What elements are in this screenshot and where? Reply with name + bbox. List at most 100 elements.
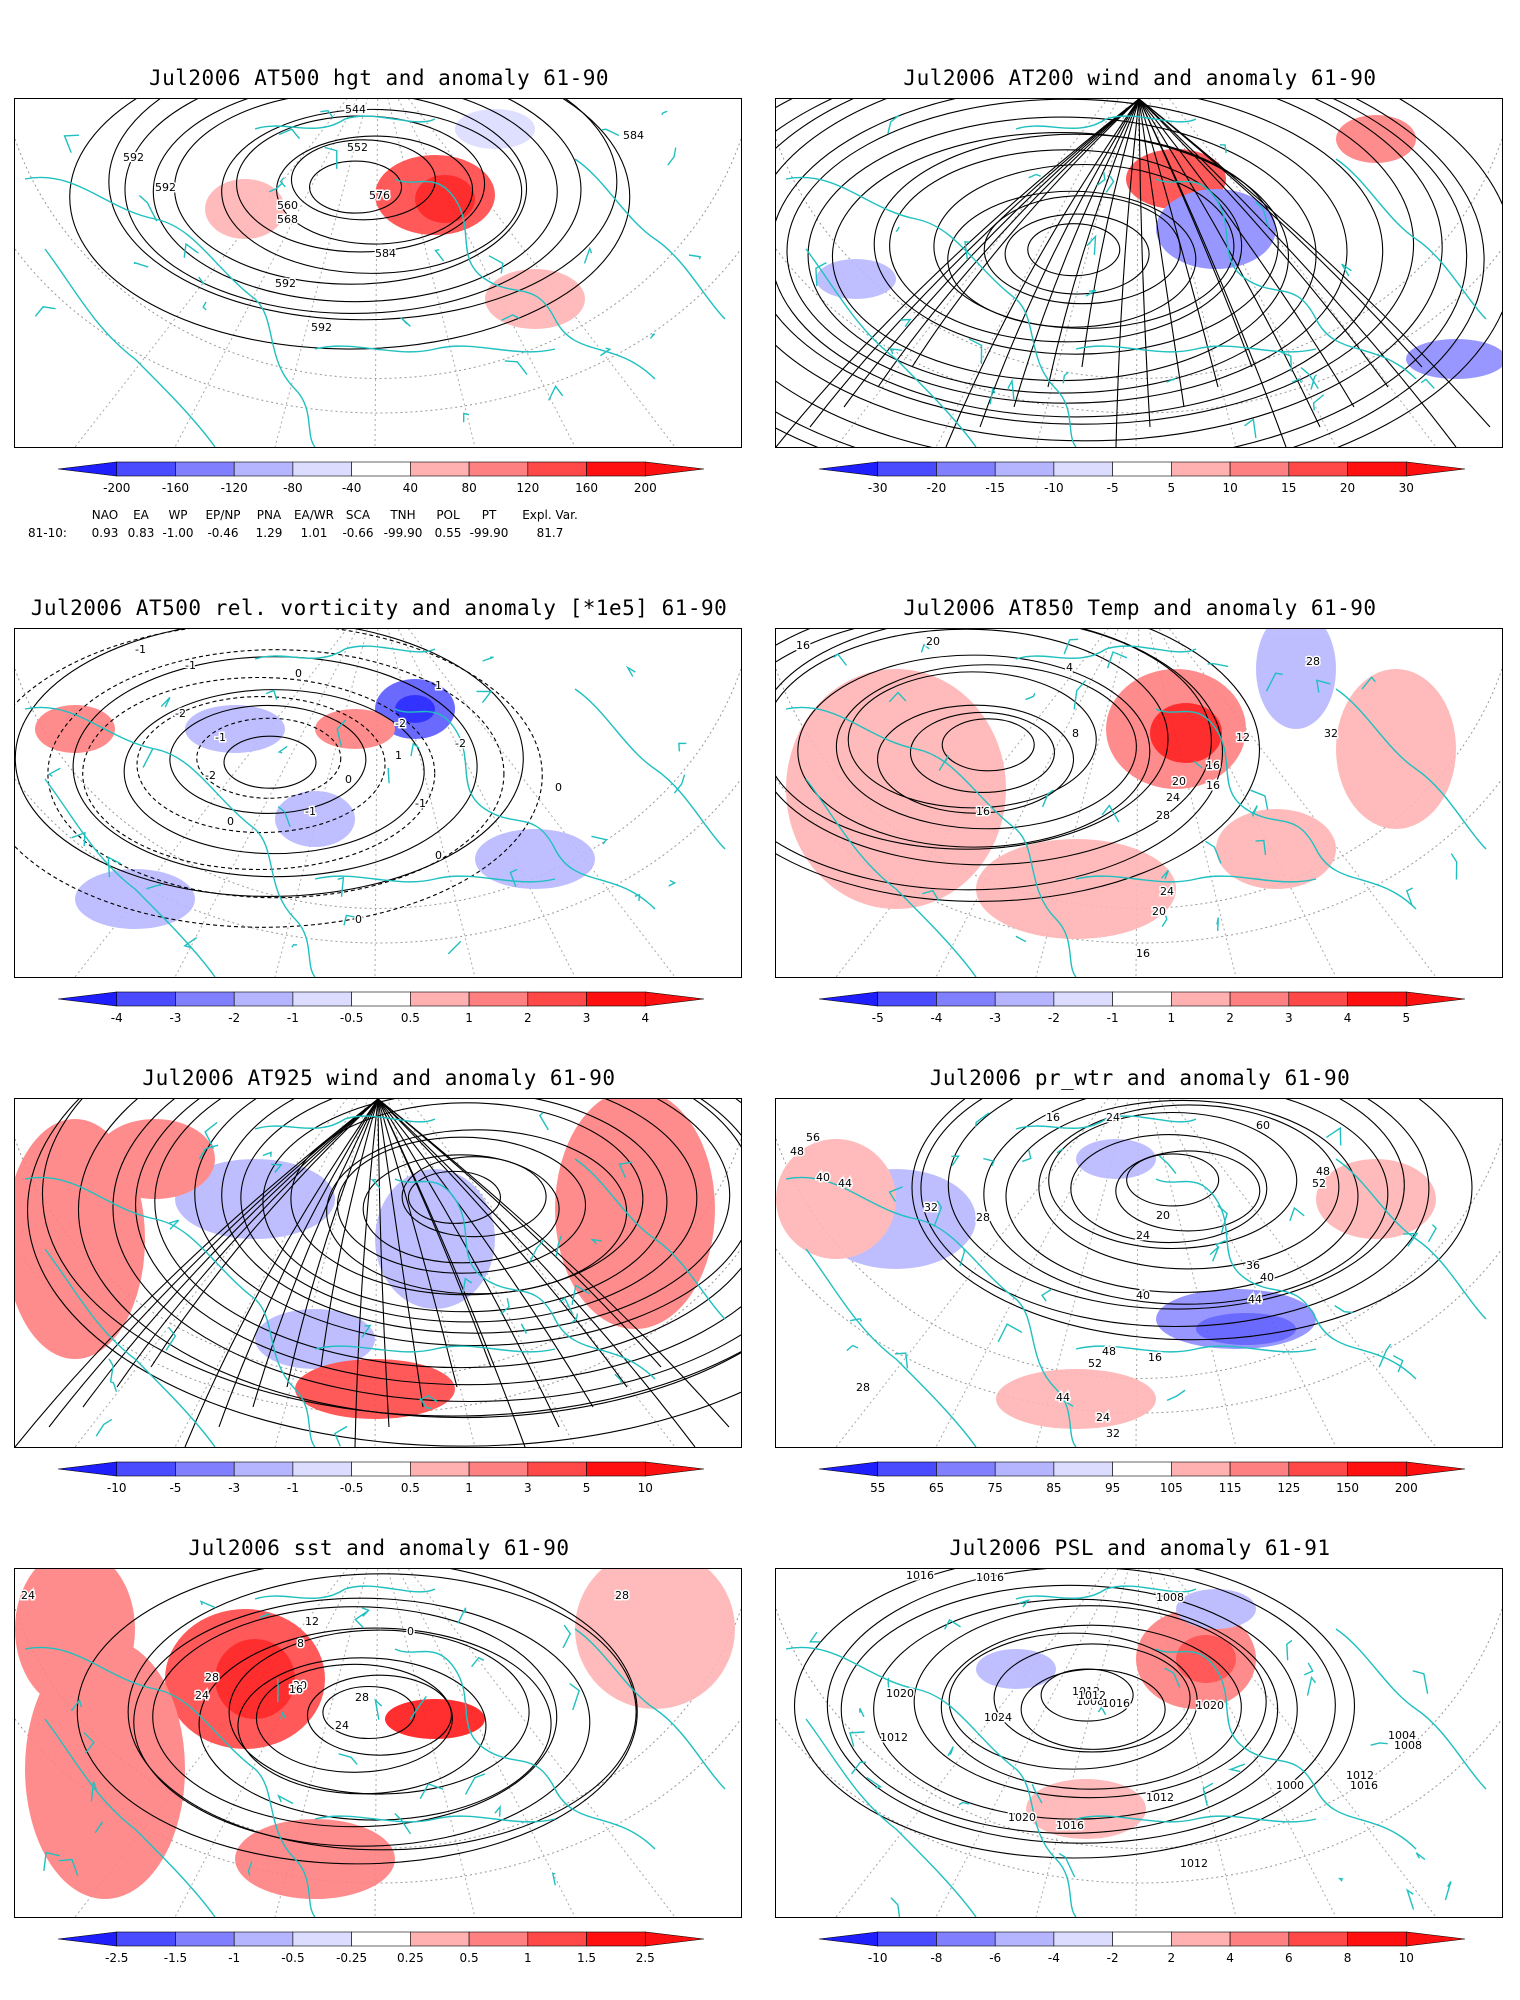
- streamline: [377, 1099, 526, 1447]
- colorbar-tick-label: -6: [989, 1951, 1001, 1965]
- index-headers: NAO EA WP EP/NP PNA EA/WR SCA TNH POL PT Expl. Var…: [28, 506, 590, 524]
- colorbar-swatch: [351, 1931, 411, 1947]
- anomaly-region: [95, 1119, 215, 1199]
- contour-label: -2: [175, 707, 186, 720]
- border-line: [291, 944, 297, 948]
- coastlines: [24, 645, 726, 977]
- coastline: [1335, 1628, 1487, 1790]
- coastlines: [24, 1585, 726, 1917]
- contour: [42, 1099, 741, 1417]
- contour-label: 552: [347, 141, 368, 154]
- colorbar-tick-label: 2: [1168, 1951, 1176, 1965]
- border-line: [922, 889, 940, 902]
- contour: [47, 649, 505, 899]
- border-line: [1415, 1852, 1426, 1861]
- border-line: [400, 316, 411, 327]
- meridian-line: [1035, 1099, 1129, 1447]
- colorbar-arrow-high: [1405, 461, 1466, 477]
- coastline: [1075, 1345, 1317, 1353]
- border-line: [1251, 805, 1258, 817]
- border-line: [849, 1318, 863, 1322]
- contour: [794, 1569, 1355, 1859]
- colorbar-swatch: [410, 1461, 470, 1477]
- colorbar-tick-label: 10: [638, 1481, 653, 1495]
- border-line: [895, 226, 900, 233]
- border-line: [199, 1600, 216, 1609]
- border-line: [1265, 672, 1283, 692]
- streamline: [218, 1099, 379, 1428]
- streamline: [286, 1099, 379, 1388]
- index-values: 81-10: 0.93 0.83 -1.00 -0.46 1.29 1.01 -0.66 -99…: [28, 524, 590, 542]
- colorbar-tick-label: 4: [1344, 1011, 1352, 1025]
- border-line: [198, 1144, 219, 1160]
- border-line: [601, 128, 620, 137]
- contour-label: 32: [924, 1201, 938, 1214]
- contour: [407, 1170, 502, 1224]
- meridian-line: [1135, 99, 1140, 447]
- colorbar-tick-label: -200: [103, 481, 130, 495]
- streamline: [877, 99, 1140, 388]
- colorbar-ticks: -10 -8 -6 -4 -2 2 4 6 8 10: [868, 1951, 1414, 1965]
- border-line: [1086, 234, 1097, 255]
- colorbar-tick-label: -2.5: [105, 1951, 128, 1965]
- border-line: [887, 114, 900, 134]
- idx-v: -99.90: [469, 526, 509, 540]
- contour-label: -2: [455, 737, 466, 750]
- colorbar-tick-label: 0.5: [401, 1481, 420, 1495]
- contour: [309, 160, 403, 214]
- contour-label: 8: [297, 1637, 304, 1650]
- streamline: [48, 1099, 379, 1428]
- contour: [112, 1099, 741, 1403]
- contour-label: 52: [1088, 1357, 1102, 1370]
- contour-label: 568: [277, 213, 298, 226]
- contour-label: 36: [1246, 1259, 1260, 1272]
- border-line: [1160, 869, 1170, 880]
- coastline: [1075, 875, 1317, 883]
- colorbar-swatch: [292, 991, 352, 1007]
- border-line: [488, 255, 504, 274]
- border-line: [1041, 1288, 1053, 1302]
- meridian-line: [1168, 629, 1437, 977]
- contour-label: 1016: [906, 1569, 934, 1582]
- border-line: [678, 742, 687, 752]
- contour-label: 24: [335, 1719, 349, 1732]
- streamline: [776, 99, 1140, 447]
- contour-label: 1008: [1156, 1591, 1184, 1604]
- colorbar-svg: -4 -3 -2 -1 -0.5 0.5 1 2 3 4: [57, 991, 705, 1025]
- contour: [154, 1099, 741, 1369]
- colorbar-tick-label: 2: [524, 1011, 532, 1025]
- contour: [889, 149, 1243, 343]
- border-line: [247, 1861, 253, 1876]
- coastline: [785, 706, 1077, 977]
- anomaly-shading: [816, 115, 1502, 379]
- anomaly-region: [295, 1359, 455, 1419]
- idx-v: -99.90: [383, 526, 423, 540]
- border-line: [1361, 676, 1376, 690]
- coastline: [1015, 1115, 1197, 1130]
- streamline: [377, 1099, 696, 1447]
- colorbar-tick-label: 0.25: [397, 1951, 424, 1965]
- border-line: [1244, 417, 1257, 439]
- contour-label: 0: [295, 667, 302, 680]
- panel-title: Jul2006 pr_wtr and anomaly 61-90: [929, 1066, 1351, 1090]
- panel-title: Jul2006 AT500 hgt and anomaly 61-90: [148, 66, 609, 90]
- colorbar-tick-label: -5: [169, 1481, 181, 1495]
- contour-label: 20: [1156, 1209, 1170, 1222]
- coastline: [24, 176, 316, 447]
- streamline: [82, 1099, 379, 1408]
- streamline: [1138, 99, 1423, 368]
- streamline: [1115, 99, 1140, 447]
- contour-label: 28: [355, 1691, 369, 1704]
- contour-lines: [76, 1569, 638, 1865]
- anomaly-region: [1026, 1779, 1146, 1839]
- anomaly-region: [1176, 1635, 1236, 1683]
- border-line: [887, 1677, 891, 1698]
- colorbar-arrow-high: [644, 1931, 705, 1947]
- map: 16 20 4 28 8 12 32 16 16 20 24 28 16 24 20 16: [775, 628, 1503, 978]
- colorbar-tick-label: 75: [988, 1481, 1003, 1495]
- colorbar-swatch: [175, 461, 235, 477]
- anomaly-region: [185, 705, 285, 753]
- border-line: [142, 748, 154, 768]
- border-line: [555, 1235, 563, 1257]
- anomaly-region: [395, 695, 435, 723]
